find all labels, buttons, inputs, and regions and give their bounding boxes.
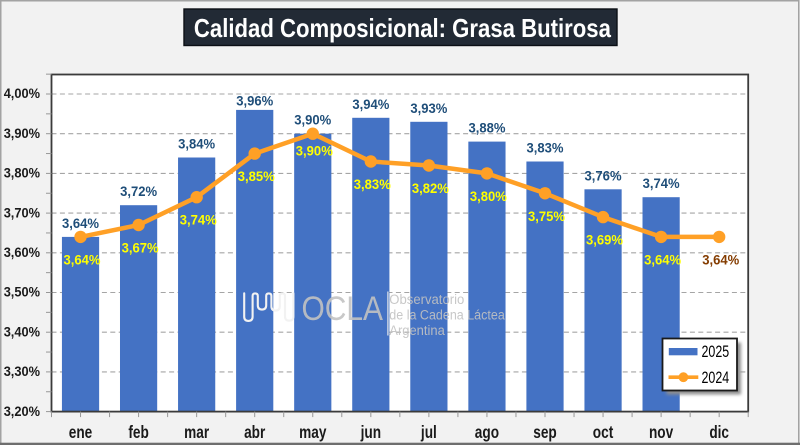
svg-text:3,60%: 3,60%: [4, 245, 40, 260]
svg-text:dic: dic: [709, 422, 729, 442]
svg-text:3,67%: 3,67%: [122, 240, 160, 256]
svg-text:3,80%: 3,80%: [470, 188, 508, 204]
svg-text:OCLA: OCLA: [302, 290, 384, 328]
svg-text:3,82%: 3,82%: [412, 180, 450, 196]
svg-text:2024: 2024: [702, 369, 730, 387]
svg-text:3,74%: 3,74%: [180, 212, 218, 228]
svg-text:3,96%: 3,96%: [236, 92, 274, 108]
svg-text:3,94%: 3,94%: [352, 96, 390, 112]
svg-text:3,50%: 3,50%: [4, 285, 40, 300]
svg-text:feb: feb: [128, 422, 149, 442]
svg-text:sep: sep: [533, 422, 557, 442]
svg-text:3,88%: 3,88%: [468, 120, 506, 136]
svg-text:3,83%: 3,83%: [527, 140, 565, 156]
svg-text:3,69%: 3,69%: [586, 232, 624, 248]
svg-text:3,70%: 3,70%: [4, 205, 40, 220]
svg-text:3,74%: 3,74%: [643, 175, 681, 191]
svg-text:ene: ene: [69, 422, 93, 442]
svg-text:jul: jul: [420, 422, 437, 442]
svg-text:3,20%: 3,20%: [4, 404, 40, 419]
svg-text:3,64%: 3,64%: [644, 251, 682, 267]
svg-text:2025: 2025: [702, 343, 730, 361]
svg-text:3,64%: 3,64%: [702, 251, 740, 267]
svg-text:3,90%: 3,90%: [4, 126, 40, 141]
svg-text:3,85%: 3,85%: [238, 168, 276, 184]
svg-text:abr: abr: [244, 422, 265, 442]
svg-text:3,83%: 3,83%: [354, 176, 392, 192]
svg-text:3,90%: 3,90%: [296, 143, 334, 159]
svg-text:3,30%: 3,30%: [4, 364, 40, 379]
svg-text:3,90%: 3,90%: [294, 112, 332, 128]
svg-text:Argentina: Argentina: [389, 323, 445, 338]
svg-text:Observatorio: Observatorio: [389, 292, 464, 307]
svg-text:3,93%: 3,93%: [410, 100, 448, 116]
svg-text:nov: nov: [649, 422, 673, 442]
svg-text:mar: mar: [184, 422, 209, 442]
svg-text:3,76%: 3,76%: [585, 167, 623, 183]
svg-text:3,80%: 3,80%: [4, 166, 40, 181]
svg-text:4,00%: 4,00%: [4, 86, 40, 101]
svg-text:Calidad Composicional: Grasa B: Calidad Composicional: Grasa Butirosa: [194, 13, 611, 43]
svg-text:may: may: [299, 422, 327, 442]
svg-text:3,72%: 3,72%: [120, 183, 158, 199]
svg-text:3,64%: 3,64%: [64, 251, 102, 267]
svg-text:de la Cadena Láctea: de la Cadena Láctea: [389, 308, 505, 323]
svg-text:oct: oct: [593, 422, 614, 442]
svg-text:3,40%: 3,40%: [4, 324, 40, 339]
svg-text:3,75%: 3,75%: [528, 208, 566, 224]
svg-text:ago: ago: [475, 422, 499, 442]
svg-text:3,64%: 3,64%: [62, 215, 100, 231]
svg-text:3,84%: 3,84%: [178, 136, 216, 152]
svg-text:jun: jun: [360, 422, 381, 442]
